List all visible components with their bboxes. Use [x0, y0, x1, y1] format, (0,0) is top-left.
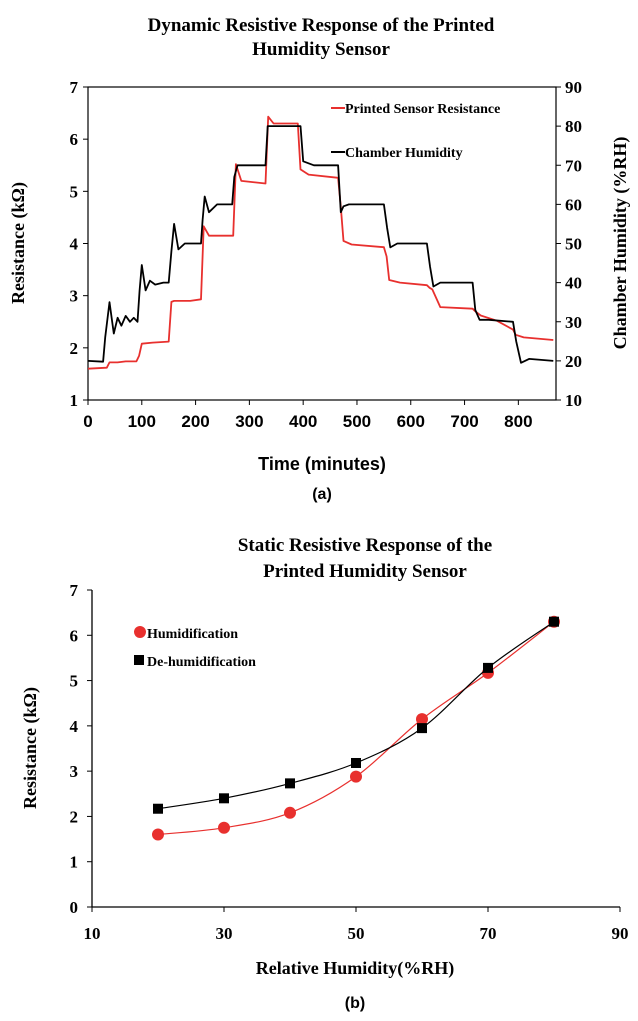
chart-b-y-tick-label: 0: [70, 898, 79, 917]
dehumidification-point: [483, 662, 493, 673]
chart-a-y-left-tick-label: 3: [70, 287, 79, 306]
chart-a-y-left-tick-label: 4: [70, 235, 79, 254]
chart-a-y-right-tick-label: 20: [565, 352, 582, 371]
legend-b-dehumidification-label: De-humidification: [147, 655, 256, 670]
panel-b: Static Resistive Response of the Printed…: [20, 535, 629, 1012]
chart-a-series: [87, 115, 554, 370]
chart-b-title-line-2: Printed Humidity Sensor: [263, 561, 467, 582]
humidification-point: [284, 806, 296, 819]
chart-b-x-tick-label: 30: [216, 924, 233, 943]
chart-a-x-tick-label: 200: [181, 412, 209, 431]
chart-b-x-label: Relative Humidity(%RH): [256, 958, 454, 979]
chart-a-plot-frame: [87, 86, 557, 401]
chart-a-y-right-tick-label: 90: [565, 78, 582, 97]
chart-a-title-line-2: Humidity Sensor: [252, 39, 390, 60]
resistance-series-line: [87, 115, 554, 370]
chart-b-y-label: Resistance (kΩ): [20, 687, 41, 809]
humidification-point: [416, 713, 428, 726]
chart-a-x-tick-label: 0: [83, 412, 92, 431]
legend-a-humidity-label: Chamber Humidity: [345, 146, 463, 161]
chart-a-x-tick-label: 500: [343, 412, 371, 431]
humidity-series-line: [87, 125, 554, 364]
chart-a-y-left-tick-label: 7: [70, 78, 79, 97]
chart-a-y-right-tick-label: 70: [565, 156, 582, 175]
chart-b-title-line-1: Static Resistive Response of the: [238, 535, 492, 556]
chart-a-x-ticks: 0 100 200 300 400 500 600 700 800: [83, 400, 533, 431]
humidification-point: [350, 770, 362, 783]
chart-b-y-tick-label: 3: [70, 762, 79, 781]
legend-b-humidification-label: Humidification: [147, 627, 238, 642]
chart-a-y-left-tick-label: 6: [70, 130, 79, 149]
chart-b-y-tick-label: 4: [70, 717, 79, 736]
chart-a-y-right-tick-label: 60: [565, 195, 582, 214]
humidification-curve: [157, 621, 555, 836]
panel-b-caption: (b): [345, 995, 365, 1012]
chart-a-x-tick-label: 800: [504, 412, 532, 431]
chart-a-y-right-tick-label: 10: [565, 391, 582, 410]
chart-b-y-tick-label: 5: [70, 672, 79, 691]
chart-a-y-left-tick-label: 1: [70, 391, 79, 410]
chart-a-y-left-ticks: 1 2 3 4 5 6 7: [70, 78, 88, 410]
panel-a-caption: (a): [312, 486, 332, 503]
dehumidification-point: [417, 723, 427, 734]
chart-a-x-tick-label: 400: [289, 412, 317, 431]
chart-a-x-tick-label: 100: [128, 412, 156, 431]
chart-a-y-left-tick-label: 5: [70, 182, 79, 201]
chart-a-y-right-tick-label: 50: [565, 235, 582, 254]
dehumidification-point: [351, 757, 361, 768]
panel-a: Dynamic Resistive Response of the Printe…: [8, 15, 631, 503]
chart-b-y-ticks: 0 1 2 3 4 5 6 7: [70, 581, 92, 917]
chart-a-x-label: Time (minutes): [258, 454, 386, 474]
humidification-point: [218, 821, 230, 834]
chart-a-y-right-tick-label: 30: [565, 313, 582, 332]
legend-b-dehumidification-marker: [134, 655, 144, 665]
dehumidification-point: [219, 793, 229, 804]
dehumidification-point: [549, 616, 559, 627]
chart-a-y-right-label: Chamber Humidity (%RH): [610, 137, 631, 350]
chart-b-y-tick-label: 1: [70, 853, 79, 872]
chart-a-y-right-tick-label: 40: [565, 274, 582, 293]
chart-b-x-tick-label: 10: [84, 924, 101, 943]
chart-b-y-tick-label: 6: [70, 626, 79, 645]
chart-a-y-left-tick-label: 2: [70, 339, 79, 358]
chart-b-x-ticks: 10 30 50 70 90: [84, 907, 629, 943]
chart-b-x-tick-label: 90: [612, 924, 629, 943]
chart-a-title-line-1: Dynamic Resistive Response of the Printe…: [148, 15, 495, 36]
chart-b-y-tick-label: 7: [70, 581, 79, 600]
chart-a-y-right-ticks: 10 20 30 40 50 60 70 80 90: [556, 78, 582, 410]
dehumidification-point: [153, 803, 163, 814]
dehumidification-point: [285, 778, 295, 789]
humidification-point: [152, 828, 164, 841]
chart-a-y-left-label: Resistance (kΩ): [8, 182, 29, 304]
chart-b-x-tick-label: 50: [348, 924, 365, 943]
chart-a-x-tick-label: 600: [397, 412, 425, 431]
legend-a-resistance-label: Printed Sensor Resistance: [345, 102, 500, 117]
chart-a-y-right-tick-label: 80: [565, 117, 582, 136]
chart-b-series: [152, 615, 560, 841]
chart-a-x-tick-label: 700: [450, 412, 478, 431]
legend-b-humidification-marker: [134, 626, 146, 638]
chart-b-x-tick-label: 70: [480, 924, 497, 943]
chart-b-y-tick-label: 2: [70, 807, 79, 826]
chart-a-x-tick-label: 300: [235, 412, 263, 431]
